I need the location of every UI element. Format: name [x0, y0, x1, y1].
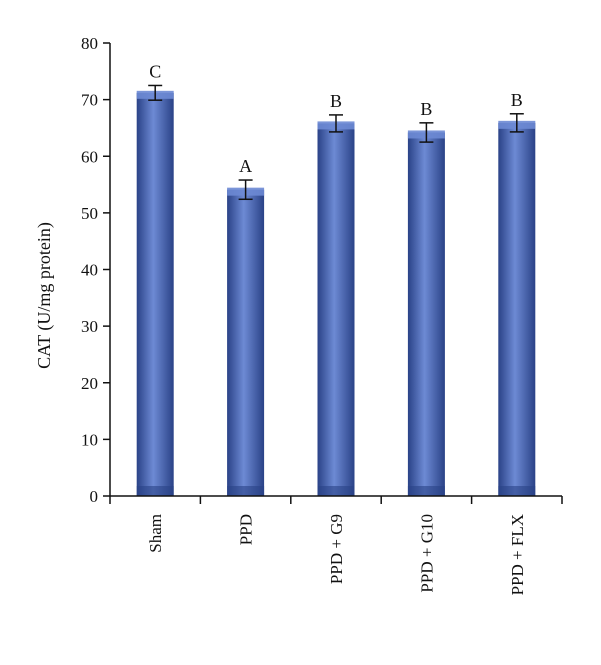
- significance-label: C: [149, 61, 161, 81]
- significance-label: B: [330, 91, 342, 111]
- bar-group: B: [407, 99, 445, 496]
- x-category-label: PPD + G10: [417, 514, 436, 593]
- y-tick-label: 10: [81, 430, 98, 449]
- bar: [136, 92, 174, 496]
- y-tick-label: 20: [81, 374, 98, 393]
- bar: [498, 122, 536, 496]
- y-tick-label: 60: [81, 147, 98, 166]
- bar: [407, 132, 445, 496]
- bar-base: [498, 486, 536, 496]
- y-tick-label: 50: [81, 204, 98, 223]
- significance-label: A: [239, 156, 252, 176]
- y-tick-label: 80: [81, 34, 98, 53]
- x-category-label: Sham: [146, 514, 165, 553]
- bar-group: B: [317, 91, 355, 496]
- bar: [227, 189, 265, 496]
- y-ticks: 0 10 20 30 40 50 60 70 80: [81, 34, 110, 506]
- x-category-label: PPD + FLX: [508, 514, 527, 595]
- x-category-label: PPD: [237, 514, 256, 545]
- bar: [317, 123, 355, 496]
- significance-label: B: [420, 99, 432, 119]
- y-tick-label: 30: [81, 317, 98, 336]
- y-tick-label: 40: [81, 261, 98, 280]
- bar-base: [227, 486, 265, 496]
- y-tick-label: 70: [81, 91, 98, 110]
- bars-layer: C A B B B: [136, 61, 536, 496]
- bar-base: [407, 486, 445, 496]
- y-tick-label: 0: [90, 487, 99, 506]
- x-category-label: PPD + G9: [327, 514, 346, 584]
- bar-base: [136, 486, 174, 496]
- bar-group: B: [498, 90, 536, 496]
- x-ticks: Sham PPD PPD + G9 PPD + G10 PPD + FLX: [109, 496, 563, 595]
- bar-group: C: [136, 61, 174, 496]
- significance-label: B: [511, 90, 523, 110]
- bar-group: A: [227, 156, 265, 496]
- y-axis-title: CAT (U/mg protein): [34, 222, 55, 369]
- bar-base: [317, 486, 355, 496]
